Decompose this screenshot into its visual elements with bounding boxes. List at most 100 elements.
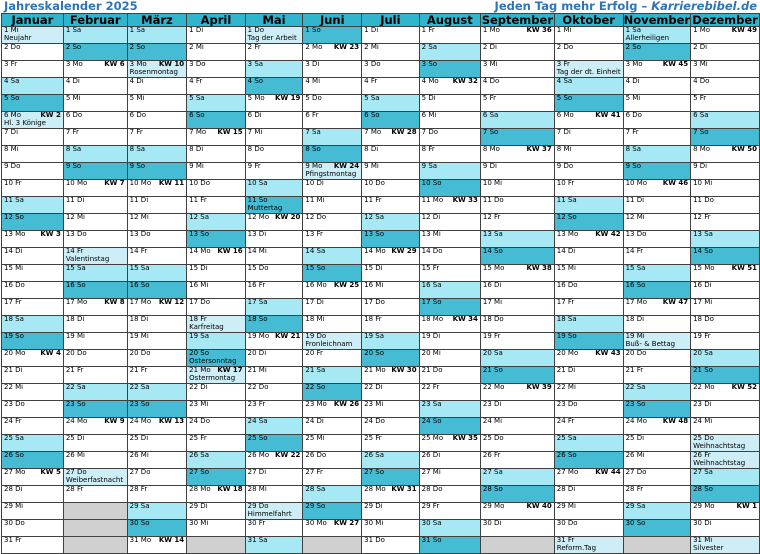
day-cell[interactable]: 24 Mo KW 9 — [62, 417, 128, 435]
day-cell[interactable]: 6 Mi — [418, 111, 481, 129]
day-cell[interactable]: 14 Fr — [622, 247, 692, 265]
day-cell[interactable]: 18 Mo KW 34 — [418, 315, 481, 333]
day-cell[interactable]: 1 Sa — [62, 26, 128, 44]
day-cell[interactable]: 12 Di — [418, 213, 481, 231]
day-cell[interactable]: 13 So — [361, 230, 420, 248]
day-cell[interactable]: 28 Do — [418, 485, 481, 503]
day-cell[interactable]: 18 Do — [479, 315, 555, 333]
day-cell[interactable]: 3 Mo KW 6 — [62, 60, 128, 78]
day-cell[interactable]: 22 Mi — [1, 383, 64, 401]
day-cell[interactable]: 21 Sa — [302, 366, 363, 384]
day-cell[interactable]: 5 Di — [418, 94, 481, 112]
day-cell[interactable]: 27 Sa — [479, 468, 555, 486]
day-cell[interactable]: 10 Mo KW 7 — [62, 179, 128, 197]
day-cell[interactable]: 4 So — [244, 77, 304, 95]
day-cell[interactable]: 27 Do Weiberfastnacht — [62, 468, 128, 486]
day-cell[interactable]: 4 Sa — [553, 77, 624, 95]
day-cell[interactable]: 25 Mo KW 35 — [418, 434, 481, 452]
day-cell[interactable]: 11 Di — [622, 196, 692, 214]
day-cell[interactable]: 27 Mo KW 44 — [553, 468, 624, 486]
day-cell[interactable]: 26 Mi — [62, 451, 128, 469]
day-cell[interactable]: 5 Mi — [126, 94, 188, 112]
day-cell[interactable]: 11 Fr — [186, 196, 246, 214]
day-cell[interactable]: 16 Di — [690, 281, 760, 299]
day-cell[interactable]: 16 Sa — [418, 281, 481, 299]
day-cell[interactable]: 26 So — [553, 451, 624, 469]
day-cell[interactable]: 16 So — [62, 281, 128, 299]
day-cell[interactable]: 16 Mi — [186, 281, 246, 299]
day-cell[interactable]: 5 Fr — [479, 94, 555, 112]
day-cell[interactable]: 18 Fr Karfreitag — [186, 315, 246, 333]
day-cell[interactable]: 29 Sa — [622, 502, 692, 520]
day-cell[interactable]: 10 Mo KW 46 — [622, 179, 692, 197]
day-cell[interactable]: 2 Mi — [186, 43, 246, 61]
day-cell[interactable]: 15 Sa — [62, 264, 128, 282]
day-cell[interactable]: 11 So Muttertag — [244, 196, 304, 214]
day-cell[interactable]: 30 So — [126, 519, 188, 537]
day-cell[interactable]: 30 Di — [690, 519, 760, 537]
day-cell[interactable]: 3 Mi — [479, 60, 555, 78]
day-cell[interactable]: 25 Fr — [186, 434, 246, 452]
day-cell[interactable]: 19 Fr — [479, 332, 555, 350]
day-cell[interactable]: 28 Mo KW 18 — [186, 485, 246, 503]
day-cell[interactable]: 24 Di — [302, 417, 363, 435]
day-cell[interactable]: 11 Mo KW 33 — [418, 196, 481, 214]
day-cell[interactable]: 7 Fr — [126, 128, 188, 146]
day-cell[interactable]: 6 Di — [244, 111, 304, 129]
day-cell[interactable]: 1 Sa — [126, 26, 188, 44]
day-cell[interactable]: 28 Mi — [244, 485, 304, 503]
day-cell[interactable]: 20 So — [361, 349, 420, 367]
day-cell[interactable]: 20 Do — [62, 349, 128, 367]
day-cell[interactable]: 24 Fr — [1, 417, 64, 435]
day-cell[interactable]: 25 Sa — [553, 434, 624, 452]
day-cell[interactable]: 24 Mo KW 48 — [622, 417, 692, 435]
day-cell[interactable]: 5 Fr — [690, 94, 760, 112]
day-cell[interactable]: 30 Do — [553, 519, 624, 537]
day-cell[interactable]: 4 Mo KW 32 — [418, 77, 481, 95]
day-cell[interactable]: 22 So — [302, 383, 363, 401]
day-cell[interactable]: 23 Sa — [418, 400, 481, 418]
day-cell[interactable]: 30 Mi — [361, 519, 420, 537]
day-cell[interactable]: 22 Mo KW 52 — [690, 383, 760, 401]
day-cell[interactable]: 3 Mo KW 45 — [622, 60, 692, 78]
day-cell[interactable]: 7 Fr — [62, 128, 128, 146]
day-cell[interactable]: 8 Mi — [553, 145, 624, 163]
day-cell[interactable]: 21 Mo KW 17 Ostermontag — [186, 366, 246, 384]
day-cell[interactable]: 17 So — [418, 298, 481, 316]
day-cell[interactable]: 19 Di — [418, 332, 481, 350]
day-cell[interactable]: 23 Mi — [186, 400, 246, 418]
day-cell[interactable]: 10 So — [418, 179, 481, 197]
day-cell[interactable]: 27 Mo KW 5 — [1, 468, 64, 486]
day-cell[interactable]: 28 So — [479, 485, 555, 503]
day-cell[interactable]: 8 So — [302, 145, 363, 163]
day-cell[interactable]: 11 Mi — [302, 196, 363, 214]
day-cell[interactable]: 12 Mo KW 20 — [244, 213, 304, 231]
day-cell[interactable]: 9 Fr — [244, 162, 304, 180]
day-cell[interactable]: 29 Di — [186, 502, 246, 520]
day-cell[interactable]: 13 So — [186, 230, 246, 248]
day-cell[interactable]: 11 Di — [126, 196, 188, 214]
day-cell[interactable]: 9 Mo KW 24 Pfingstmontag — [302, 162, 363, 180]
day-cell[interactable]: 19 Mi Buß- & Bettag — [622, 332, 692, 350]
day-cell[interactable]: 1 Do Tag der Arbeit — [244, 26, 304, 44]
day-cell[interactable]: 9 Di — [690, 162, 760, 180]
day-cell[interactable]: 14 Do — [418, 247, 481, 265]
day-cell[interactable]: 2 Mi — [361, 43, 420, 61]
day-cell[interactable]: 3 Fr Tag der dt. Einheit — [553, 60, 624, 78]
day-cell[interactable]: 20 Mo KW 4 — [1, 349, 64, 367]
day-cell[interactable]: 27 So — [186, 468, 246, 486]
day-cell[interactable]: 22 Fr — [418, 383, 481, 401]
day-cell[interactable]: 12 Do — [302, 213, 363, 231]
day-cell[interactable]: 5 Mi — [62, 94, 128, 112]
day-cell[interactable]: 31 Sa — [244, 536, 304, 554]
day-cell[interactable]: 9 Do — [553, 162, 624, 180]
day-cell[interactable]: 30 Fr — [244, 519, 304, 537]
day-cell[interactable]: 19 Mi — [62, 332, 128, 350]
day-cell[interactable]: 4 Di — [62, 77, 128, 95]
day-cell[interactable]: 29 So — [302, 502, 363, 520]
day-cell[interactable]: 5 So — [1, 94, 64, 112]
day-cell[interactable]: 20 Sa — [479, 349, 555, 367]
day-cell[interactable]: 31 Do — [361, 536, 420, 554]
day-cell[interactable]: 20 Fr — [302, 349, 363, 367]
day-cell[interactable]: 9 Mi — [361, 162, 420, 180]
